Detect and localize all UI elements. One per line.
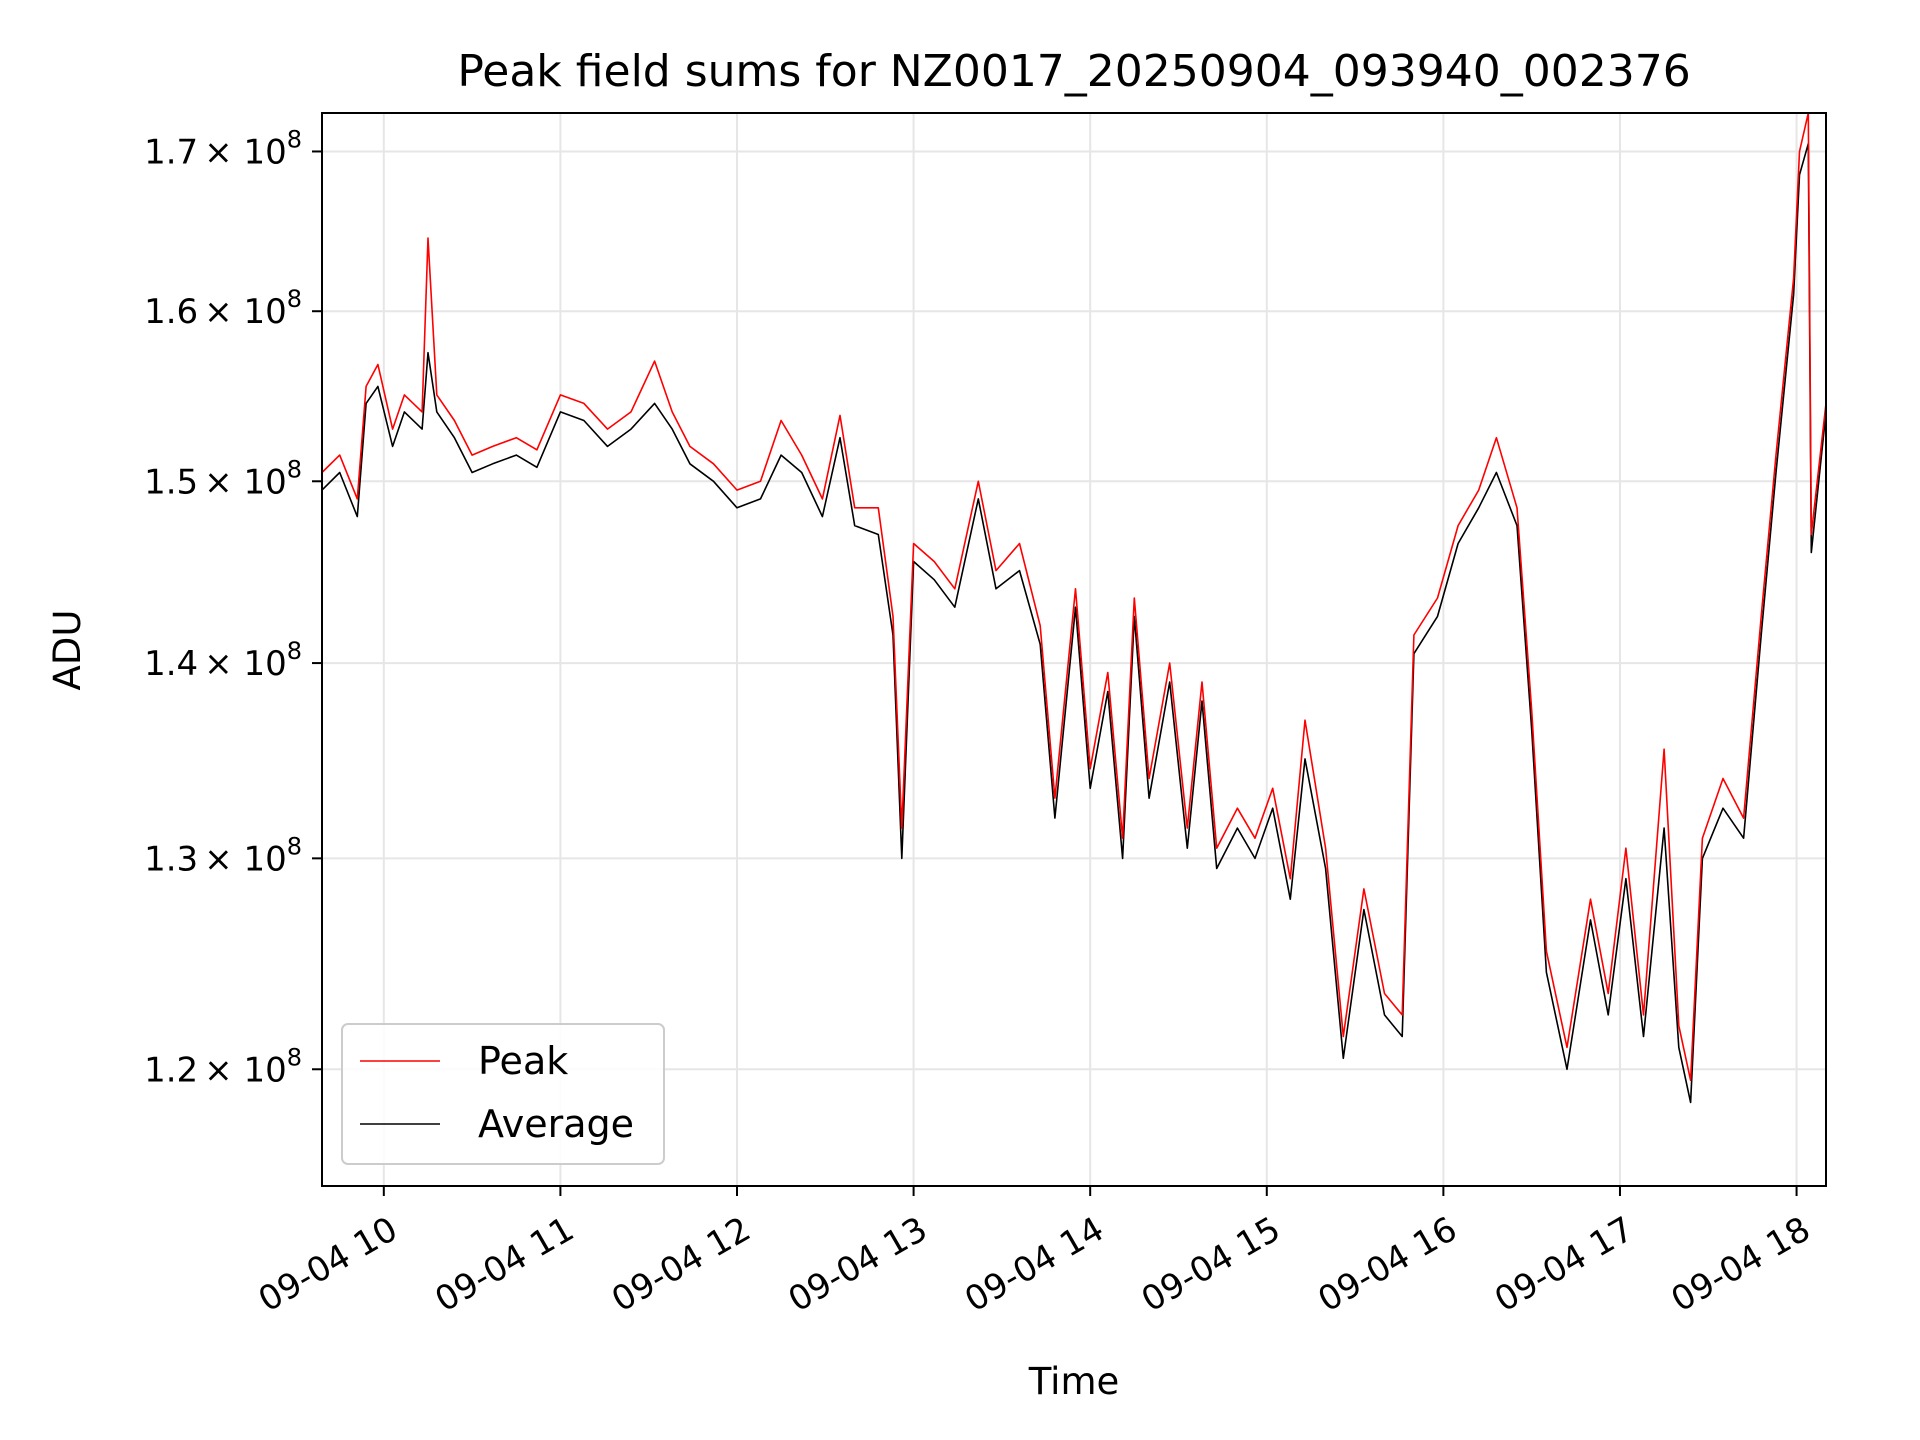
- legend-label-peak: Peak: [478, 1039, 568, 1083]
- y-tick-label: 1.3 × 108: [144, 832, 302, 879]
- y-tick-label: 1.2 × 108: [144, 1043, 302, 1090]
- series-lines: [321, 112, 1827, 1104]
- x-axis-label: Time: [1028, 1360, 1120, 1403]
- legend: Peak Average: [341, 1023, 665, 1165]
- y-tick-label: 1.7 × 108: [144, 125, 302, 172]
- plot-frame: [321, 112, 1827, 1187]
- legend-label-average: Average: [478, 1102, 634, 1146]
- y-axis-label: ADU: [46, 610, 89, 691]
- legend-box: [341, 1023, 665, 1165]
- y-tick-label: 1.4 × 108: [144, 637, 302, 684]
- grid-lines: [322, 113, 1826, 1186]
- y-tick-label: 1.6 × 108: [144, 285, 302, 332]
- series-line-average: [321, 142, 1827, 1104]
- series-line-peak: [321, 112, 1827, 1082]
- y-tick-label: 1.5 × 108: [144, 455, 302, 502]
- chart-title: Peak field sums for NZ0017_20250904_0939…: [457, 46, 1690, 97]
